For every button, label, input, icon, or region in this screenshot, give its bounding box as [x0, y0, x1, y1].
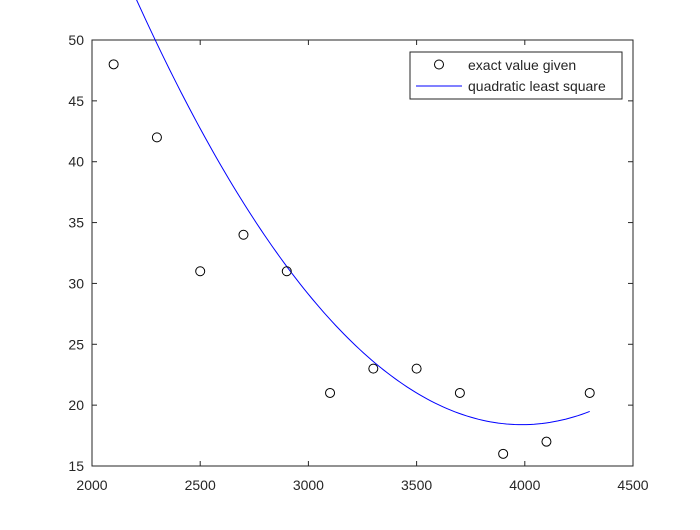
data-point	[584, 387, 595, 398]
data-points-series	[108, 59, 595, 459]
y-axis-ticks: 15 20 25 30 35 40 45 50	[68, 32, 633, 474]
y-tick-label: 15	[68, 458, 84, 474]
data-point	[411, 363, 422, 374]
y-tick-label: 30	[68, 275, 84, 291]
data-point	[368, 363, 379, 374]
data-point	[151, 132, 162, 143]
data-point	[281, 266, 292, 277]
data-point	[238, 229, 249, 240]
y-tick-label: 25	[68, 336, 84, 352]
quadratic-fit-line	[136, 0, 590, 426]
legend-marker-circle	[434, 59, 444, 70]
x-tick-label: 3000	[293, 477, 324, 493]
x-tick-label: 4000	[509, 477, 540, 493]
data-point	[454, 387, 465, 398]
data-point	[325, 387, 336, 398]
legend: exact value given quadratic least square	[409, 51, 623, 100]
quadratic-fit-series	[136, 0, 590, 426]
y-tick-label: 35	[68, 215, 84, 231]
y-tick-label: 40	[68, 154, 84, 170]
y-tick-label: 45	[68, 93, 84, 109]
axes-box	[91, 39, 634, 467]
x-tick-label: 3500	[401, 477, 432, 493]
x-tick-label: 2500	[185, 477, 216, 493]
legend-label-line: quadratic least square	[468, 78, 606, 94]
x-tick-label: 4500	[617, 477, 648, 493]
legend-label-markers: exact value given	[468, 57, 576, 73]
y-tick-label: 20	[68, 397, 84, 413]
legend-box	[409, 51, 623, 100]
plot-area-frame	[91, 39, 634, 467]
data-point	[108, 59, 119, 70]
data-point	[195, 266, 206, 277]
x-axis-ticks: 2000 2500 3000 3500 4000 4500	[76, 40, 649, 493]
data-point	[541, 436, 552, 447]
y-tick-label: 50	[68, 32, 84, 48]
x-tick-label: 2000	[76, 477, 107, 493]
data-point	[498, 448, 509, 459]
